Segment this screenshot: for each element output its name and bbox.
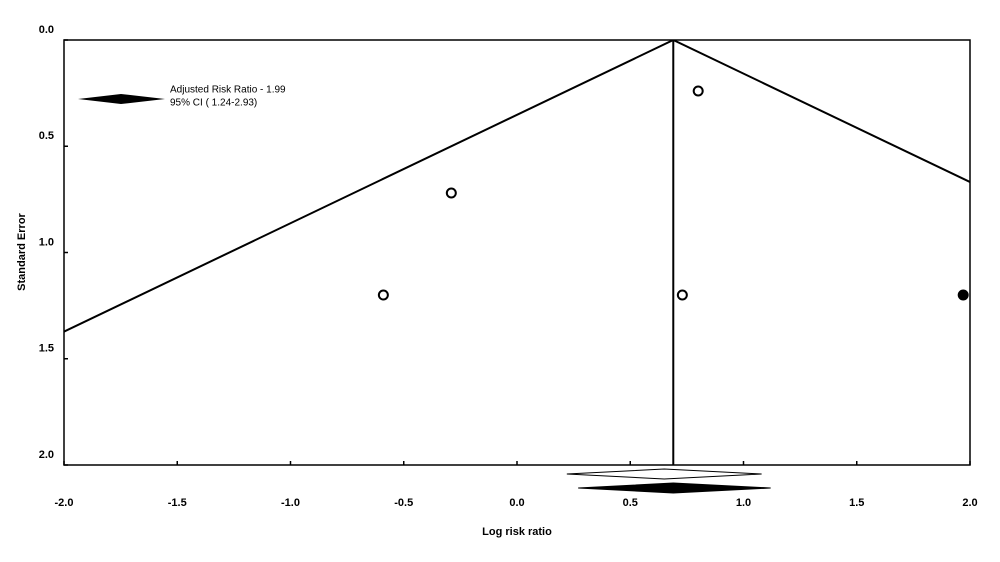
summary-diamond — [566, 468, 762, 480]
funnel — [64, 40, 970, 333]
legend-diamond — [78, 94, 165, 104]
y-tick-label: 2.0 — [39, 449, 54, 461]
x-tick-label: -0.5 — [394, 497, 413, 509]
y-tick-label: 1.0 — [39, 236, 54, 248]
x-tick-label: 0.5 — [623, 497, 638, 509]
summary-diamond — [578, 482, 771, 494]
annotation: Adjusted Risk Ratio - 1.99 — [170, 85, 286, 96]
study-point — [957, 289, 969, 301]
x-tick-label: 1.0 — [736, 497, 751, 509]
x-axis-title: Log risk ratio — [482, 526, 552, 538]
x-tick-label: 1.5 — [849, 497, 864, 509]
x-tick-label: -2.0 — [55, 497, 74, 509]
y-tick-label: 0.5 — [39, 130, 54, 142]
x-tick-label: 0.0 — [509, 497, 524, 509]
study-point — [445, 187, 457, 199]
x-tick-label: -1.5 — [168, 497, 187, 509]
y-axis-title: Standard Error — [16, 212, 28, 290]
annotation: 95% CI ( 1.24-2.93) — [170, 98, 257, 109]
study-point — [676, 289, 688, 301]
study-point — [377, 289, 389, 301]
y-tick-label: 1.5 — [39, 343, 54, 355]
study-point — [692, 85, 704, 97]
y-tick-label: 0.0 — [39, 24, 54, 36]
x-tick-label: -1.0 — [281, 497, 300, 509]
funnel-line — [64, 40, 970, 333]
x-tick-label: 2.0 — [962, 497, 977, 509]
